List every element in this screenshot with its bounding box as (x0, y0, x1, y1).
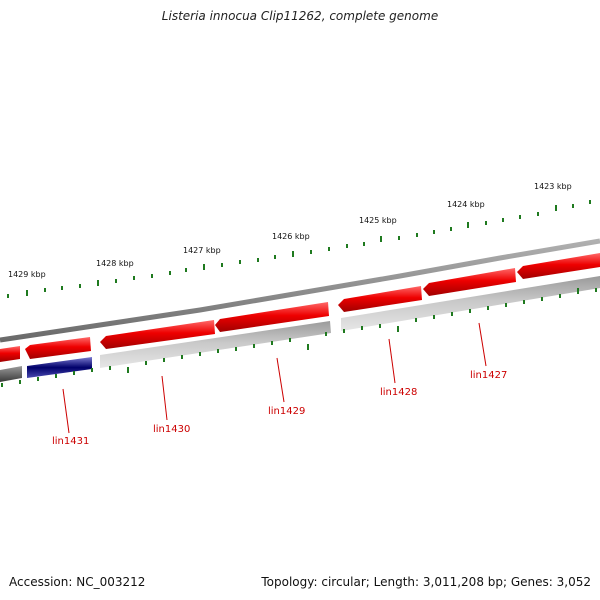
gene-arrow-next[interactable] (517, 253, 600, 279)
backbone-track (0, 238, 600, 343)
scale-label-1427: 1427 kbp (183, 246, 221, 255)
scale-label-1426: 1426 kbp (272, 232, 310, 241)
scale-label-1424: 1424 kbp (447, 200, 485, 209)
gene-label-lin1431[interactable]: lin1431 (52, 436, 89, 447)
genome-summary: Topology: circular; Length: 3,011,208 bp… (261, 575, 591, 589)
gene-arrow-lin1429[interactable] (215, 302, 329, 332)
gene-arrow-lin1428[interactable] (338, 286, 422, 312)
gene-label-lin1428[interactable]: lin1428 (380, 387, 417, 398)
outer-scale-ticks (7, 200, 591, 298)
gene-arrow-lin1431[interactable] (25, 337, 91, 359)
reverse-feature-1[interactable] (100, 321, 331, 368)
gene-label-lin1427[interactable]: lin1427 (470, 370, 507, 381)
inner-scale-ticks (1, 288, 597, 387)
scale-label-1423: 1423 kbp (534, 182, 572, 191)
gene-arrow-lin1427[interactable] (423, 268, 516, 296)
map-title: Listeria innocua Clip11262, complete gen… (161, 9, 439, 23)
reverse-feature-2[interactable] (341, 276, 600, 331)
forward-strand-track (0, 253, 600, 362)
reverse-strand-track (0, 276, 600, 382)
gene-label-lin1429[interactable]: lin1429 (268, 406, 305, 417)
gene-lin1431-segment-left[interactable] (0, 346, 20, 362)
scale-label-1429: 1429 kbp (8, 270, 46, 279)
gene-arrow-lin1430[interactable] (100, 320, 215, 349)
reverse-feature-dark[interactable] (0, 366, 22, 382)
rna-feature-blue[interactable] (27, 357, 92, 378)
scale-label-1428: 1428 kbp (96, 259, 134, 268)
accession-label: Accession: NC_003212 (9, 575, 146, 589)
gene-label-leaders (62, 322, 487, 434)
scale-label-1425: 1425 kbp (359, 216, 397, 225)
gene-label-lin1430[interactable]: lin1430 (153, 424, 190, 435)
